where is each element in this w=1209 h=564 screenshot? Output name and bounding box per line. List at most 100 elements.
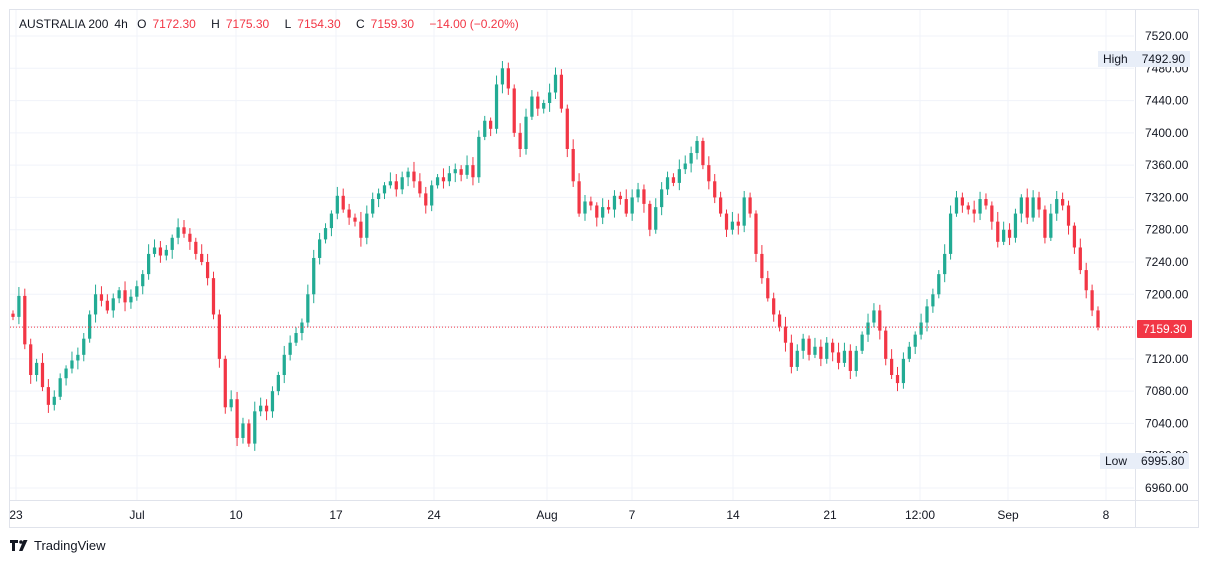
candle-body: [1049, 213, 1053, 238]
chart-frame: [9, 9, 1199, 528]
candle-body: [418, 181, 422, 194]
candle-body: [736, 221, 740, 226]
candle-up: [465, 155, 469, 179]
candle-up: [801, 333, 805, 359]
candle-body: [105, 300, 109, 311]
x-axis: 23 Jul 10 17 24 Aug 7 14 21 12:00 Sep 8: [9, 500, 1198, 522]
candle-body: [282, 354, 286, 375]
x-tick-label: 10: [229, 508, 243, 522]
candle-up: [665, 171, 670, 196]
candle-body: [471, 165, 475, 178]
candle-up: [400, 171, 404, 195]
candle-down: [807, 335, 811, 361]
candle-up: [948, 205, 953, 260]
y-tick-label: 7240.00: [1145, 255, 1189, 269]
candle-body: [371, 199, 375, 214]
tradingview-branding[interactable]: TradingView: [10, 538, 106, 553]
candle-up: [978, 191, 982, 221]
candle-down: [200, 244, 204, 266]
candle-down: [984, 193, 988, 210]
candle-body: [1013, 213, 1018, 238]
candle-down: [748, 192, 752, 218]
x-tick-label: 21: [823, 508, 837, 522]
candle-down: [878, 304, 882, 340]
candle-body: [288, 342, 292, 355]
candle-up: [306, 284, 310, 328]
candle-body: [341, 195, 345, 210]
candle-down: [724, 209, 729, 237]
candle-body: [82, 338, 86, 355]
candle-up: [253, 401, 257, 451]
candle-up: [636, 182, 640, 203]
candle-up: [300, 318, 304, 341]
candle-down: [1060, 192, 1065, 211]
candle-up: [842, 342, 847, 367]
candle-body: [158, 247, 163, 256]
candle-down: [836, 342, 841, 370]
candle-body: [654, 207, 658, 230]
candle-down: [1007, 223, 1012, 246]
candle-down: [359, 211, 363, 247]
candle-up: [76, 347, 80, 370]
candle-body: [29, 344, 33, 375]
candle-up: [630, 189, 634, 221]
candle-up: [388, 172, 393, 189]
candle-up: [117, 287, 121, 304]
candle-up: [371, 192, 375, 218]
candle-up: [913, 331, 917, 355]
candle-up: [259, 397, 263, 417]
candle-down: [618, 191, 622, 205]
candle-body: [117, 290, 121, 299]
low-value: 7154.30: [297, 17, 341, 31]
candle-body: [506, 68, 510, 89]
candle-down: [158, 241, 163, 263]
candle-down: [1090, 284, 1094, 317]
candle-body: [477, 136, 481, 178]
candle-up: [860, 331, 864, 355]
candle-down: [518, 123, 522, 158]
candle-up: [583, 195, 587, 221]
candle-body: [842, 350, 847, 363]
candle-up: [683, 155, 687, 175]
candle-down: [996, 211, 1000, 248]
candle-body: [978, 199, 982, 214]
candle-body: [11, 313, 15, 317]
candle-up: [931, 288, 935, 313]
x-tick-label: 23: [9, 508, 23, 522]
candle-body: [435, 177, 440, 186]
candle-body: [1025, 197, 1029, 218]
candle-up: [282, 345, 286, 384]
candle-up: [907, 341, 911, 363]
x-tick-label: Jul: [129, 508, 144, 522]
candle-body: [141, 274, 145, 287]
candle-body: [553, 74, 558, 93]
y-tick-label: 7320.00: [1145, 190, 1189, 204]
candle-down: [884, 326, 888, 366]
candle-body: [400, 177, 404, 190]
candle-body: [459, 169, 463, 175]
candle-down: [99, 286, 104, 307]
candle-down: [412, 161, 416, 188]
candle-body: [111, 298, 115, 311]
candle-down: [754, 210, 758, 262]
candle-up: [430, 180, 434, 212]
candle-body: [713, 181, 717, 198]
candle-body: [878, 310, 882, 331]
candle-series: [11, 61, 1100, 451]
candle-down: [46, 379, 51, 413]
candle-up: [553, 67, 558, 99]
candle-body: [453, 169, 457, 174]
candle-up: [954, 190, 959, 217]
candle-down: [848, 344, 852, 380]
candle-body: [88, 314, 92, 339]
candle-body: [512, 88, 516, 133]
candle-down: [707, 156, 711, 190]
x-tick-label: 7: [629, 508, 636, 522]
candle-up: [147, 244, 151, 280]
candle-down: [565, 104, 569, 158]
tradingview-logo-icon: [10, 539, 28, 551]
candle-body: [483, 120, 487, 137]
candle-body: [34, 362, 39, 375]
candle-down: [489, 117, 493, 137]
